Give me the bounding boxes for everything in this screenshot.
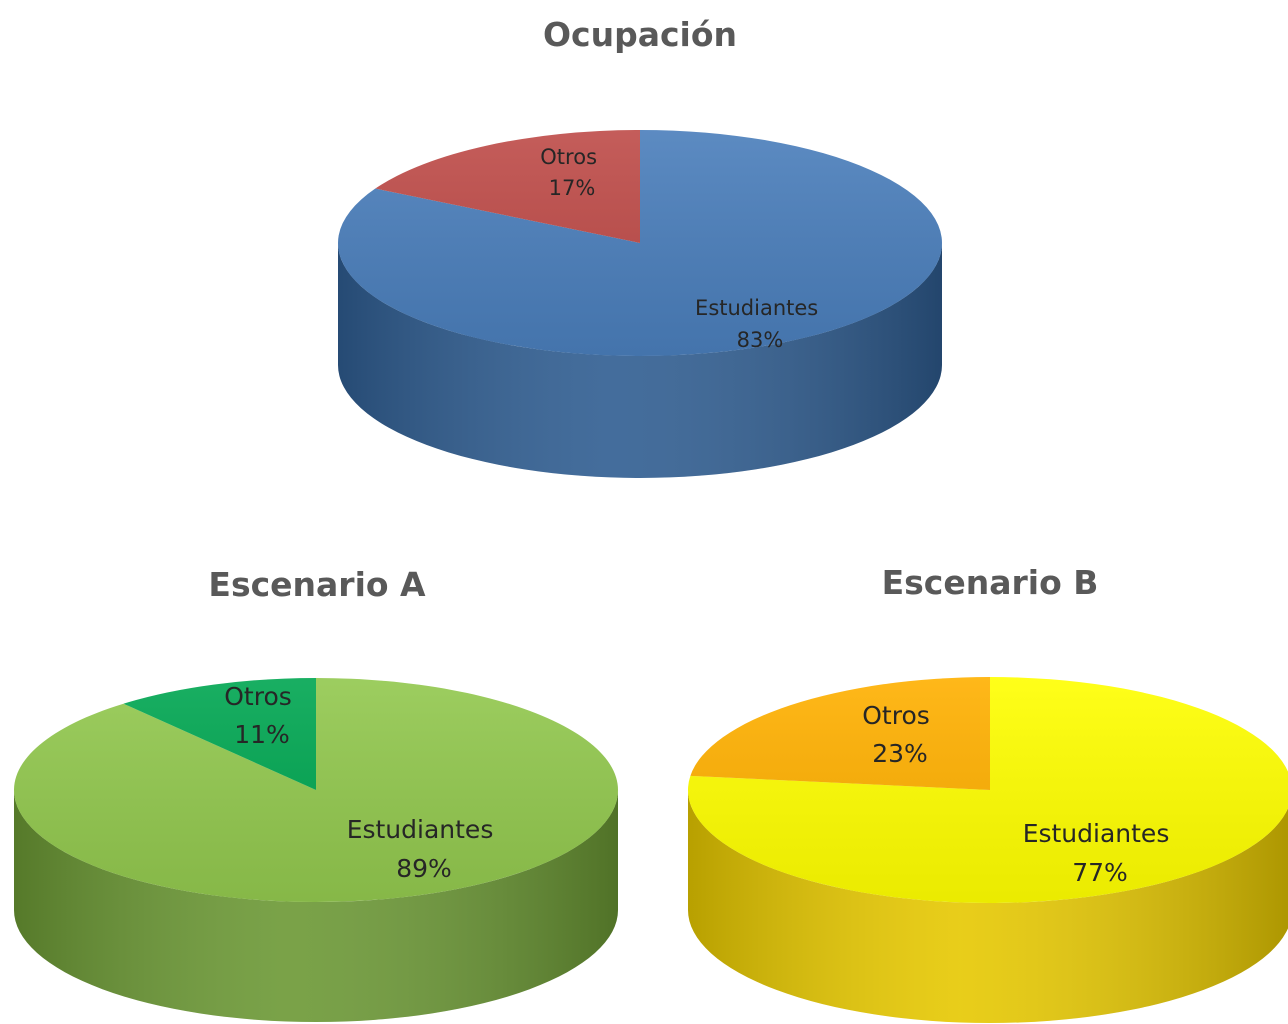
slice-label-estudiantes-escenario-b: Estudiantes 77% bbox=[1023, 819, 1178, 887]
chart-title-escenario-a: Escenario A bbox=[208, 565, 426, 604]
pie-side-shade bbox=[338, 243, 942, 478]
pie-escenario-b bbox=[688, 677, 1288, 1023]
chart-ocupacion: Ocupación Otros 17% Estudiantes 83% bbox=[337, 15, 942, 478]
slice-label-otros-escenario-a: Otros 11% bbox=[224, 682, 299, 749]
slice-label-otros-ocupacion: Otros 17% bbox=[540, 145, 603, 200]
slice-label-otros-escenario-b: Otros 23% bbox=[862, 701, 937, 768]
slice-label-estudiantes-escenario-a: Estudiantes 89% bbox=[347, 815, 502, 883]
pie-top-shade bbox=[688, 677, 1288, 903]
pie-ocupacion bbox=[337, 130, 942, 478]
pie-side-shade bbox=[14, 790, 618, 1022]
pie-top-shade bbox=[338, 130, 942, 356]
chart-title-ocupacion: Ocupación bbox=[543, 15, 737, 54]
chart-escenario-b: Escenario B Otros 23% Estudiantes 77% bbox=[688, 563, 1288, 1023]
chart-title-escenario-b: Escenario B bbox=[882, 563, 1099, 602]
slice-label-estudiantes-ocupacion: Estudiantes 83% bbox=[695, 296, 825, 352]
pie-side-shade bbox=[688, 790, 1288, 1023]
pie-top-shade bbox=[14, 678, 618, 902]
chart-escenario-a: Escenario A Otros 11% Estudiantes 89% bbox=[14, 565, 619, 1022]
pie-escenario-a bbox=[14, 678, 619, 1022]
